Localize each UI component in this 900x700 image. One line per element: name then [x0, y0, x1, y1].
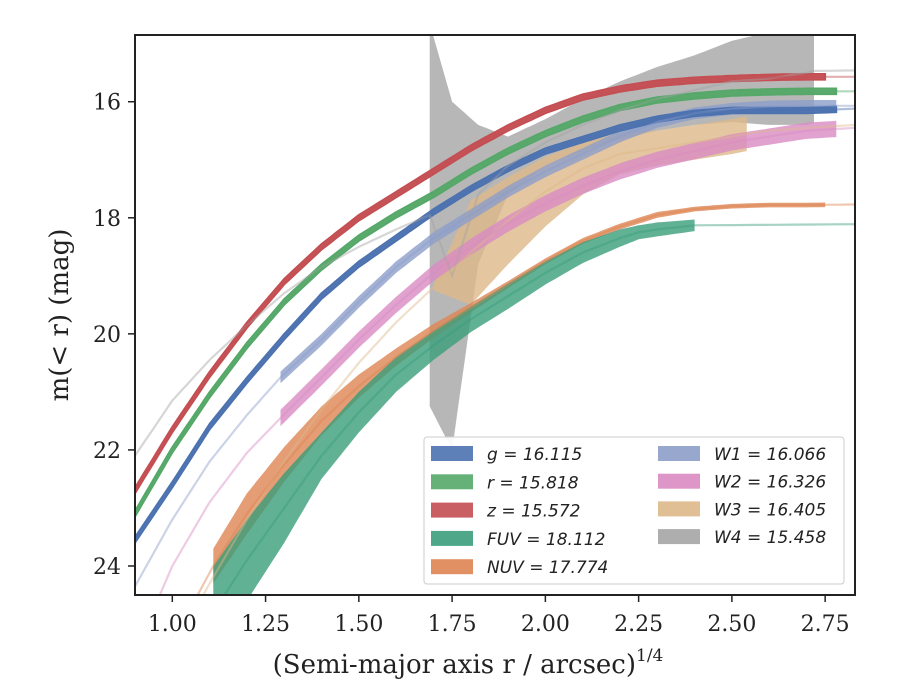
- y-tick-label: 16: [93, 91, 121, 116]
- legend-swatch-w2: [658, 473, 700, 489]
- series-fuv-model-line: [223, 223, 855, 595]
- legend-box: [423, 436, 845, 585]
- x-axis-label-superscript: 1/4: [636, 646, 663, 666]
- series-r-band: [135, 87, 838, 519]
- legend-swatch-w1: [658, 446, 700, 461]
- plot-frame: [134, 34, 856, 596]
- y-tick-label: 18: [93, 207, 121, 232]
- legend-entries: g = 16.115 r = 15.818 z = 15.572 FUV = 18.1…: [431, 445, 826, 578]
- x-tick-label: 1.50: [334, 612, 383, 637]
- x-axis-label: (Semi-major axis r / arcsec)1/4: [273, 646, 664, 680]
- x-axis-label-text: (Semi-major axis r / arcsec): [273, 650, 636, 680]
- series-g-band: [135, 105, 838, 545]
- series-g-model-line: [135, 107, 855, 541]
- legend-label-w4: W4 = 15.458: [714, 528, 826, 548]
- x-tick-label: 2.75: [801, 612, 850, 637]
- legend-swatch-fuv: [431, 530, 473, 546]
- bands-layer: [135, 35, 838, 595]
- legend-label-z: z = 15.572: [486, 502, 580, 522]
- series-w4-model-line: [135, 69, 855, 457]
- legend: g = 16.115 r = 15.818 z = 15.572 FUV = 18.1…: [423, 436, 845, 585]
- legend-swatch-w3: [658, 501, 700, 517]
- x-axis-ticks: 1.00 1.25 1.50 1.75 2.00 2.25 2.50 2.75: [148, 595, 850, 637]
- y-axis-label: m(< r) (mag): [45, 229, 75, 402]
- legend-label-fuv: FUV = 18.112: [487, 530, 605, 550]
- series-r-model-line: [135, 90, 855, 515]
- x-tick-label: 1.75: [428, 612, 477, 637]
- series-w4-band: [429, 35, 814, 450]
- lines-layer: [135, 69, 855, 595]
- legend-label-nuv: NUV = 17.774: [487, 558, 608, 578]
- legend-label-g: g = 16.115: [487, 445, 582, 465]
- series-z-model-line: [135, 75, 855, 492]
- series-w2-model-line: [158, 126, 855, 595]
- legend-swatch-r: [431, 474, 473, 490]
- legend-label-r: r = 15.818: [487, 473, 579, 493]
- x-tick-label: 1.00: [148, 612, 197, 637]
- series-w3-model-line: [202, 123, 855, 595]
- y-tick-label: 24: [93, 555, 121, 580]
- x-tick-label: 2.25: [614, 612, 663, 637]
- series-z-band: [135, 73, 827, 496]
- x-tick-label: 1.25: [241, 612, 290, 637]
- legend-label-w3: W3 = 16.405: [714, 500, 826, 520]
- x-tick-label: 2.50: [707, 612, 756, 637]
- legend-swatch-g: [431, 446, 473, 461]
- y-tick-label: 22: [93, 439, 121, 464]
- legend-swatch-nuv: [431, 559, 473, 575]
- series-w1-model-line: [135, 104, 855, 587]
- y-tick-label: 20: [93, 323, 121, 348]
- series-nuv-model-line: [196, 203, 855, 595]
- legend-swatch-w4: [658, 529, 700, 545]
- y-axis-ticks: 16 18 20 22 24: [93, 91, 135, 580]
- legend-swatch-z: [431, 502, 473, 518]
- series-fuv-band: [213, 219, 695, 595]
- legend-label-w1: W1 = 16.066: [714, 445, 826, 465]
- x-tick-label: 2.00: [521, 612, 570, 637]
- legend-label-w2: W2 = 16.326: [714, 473, 826, 493]
